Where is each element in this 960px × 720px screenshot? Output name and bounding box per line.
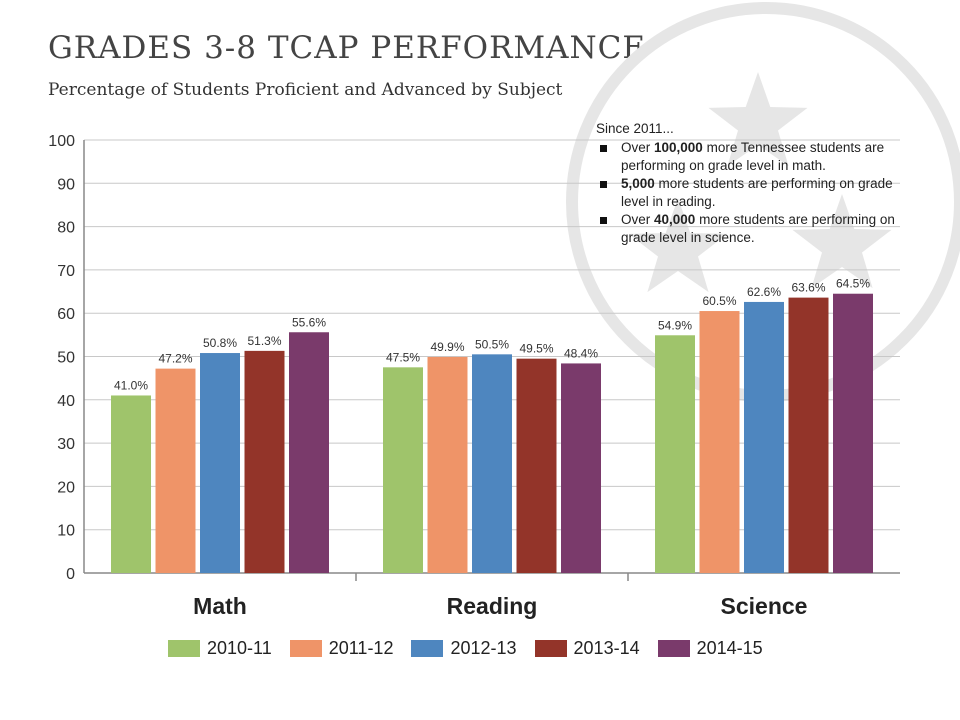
bar-2010-11: [111, 395, 151, 573]
bullet-text-pre: Over: [621, 212, 655, 227]
bar-2014-15: [833, 293, 873, 573]
chart-title: GRADES 3-8 TCAP PERFORMANCE: [48, 30, 647, 66]
legend-swatch: [289, 639, 322, 657]
data-label: 55.6%: [292, 315, 326, 329]
bullet-text-post: more students are performing on grade le…: [621, 176, 893, 209]
bar-2014-15: [561, 363, 601, 573]
bar-2011-12: [427, 356, 468, 573]
y-tick-label: 20: [57, 479, 75, 496]
y-tick-label: 100: [48, 133, 75, 150]
data-label: 49.9%: [430, 340, 464, 354]
legend-item: 2013-14: [534, 637, 640, 659]
legend-label: 2013-14: [573, 637, 640, 658]
bar-2013-14: [788, 297, 829, 573]
callout-bullet-text: Over 100,000 more Tennessee students are…: [621, 139, 896, 175]
y-tick-label: 50: [57, 350, 75, 367]
data-label: 63.6%: [791, 281, 825, 295]
callout-intro: Since 2011...: [596, 121, 674, 136]
data-label: 60.5%: [702, 294, 736, 308]
bullet-text-bold: 5,000: [621, 176, 655, 191]
legend-label: 2010-11: [207, 637, 272, 658]
bar-2012-13: [472, 354, 512, 573]
y-tick-label: 30: [57, 436, 75, 453]
callout-bullet: Over 100,000 more Tennessee students are…: [596, 139, 896, 175]
callout-bullet-text: 5,000 more students are performing on gr…: [621, 175, 896, 211]
legend-label: 2012-13: [450, 637, 517, 658]
bullet-text-bold: 100,000: [654, 140, 703, 155]
bullet-text-bold: 40,000: [654, 212, 696, 227]
callout-bullet-text: Over 40,000 more students are performing…: [621, 211, 896, 247]
legend-swatch: [411, 639, 444, 657]
y-tick-label: 70: [57, 263, 75, 280]
legend-item: 2014-15: [657, 637, 763, 659]
category-label: Science: [721, 593, 808, 619]
data-label: 64.5%: [836, 277, 870, 291]
data-label: 50.5%: [475, 337, 509, 351]
data-label: 62.6%: [747, 285, 781, 299]
y-tick-label: 80: [57, 220, 75, 237]
legend-swatch: [534, 639, 567, 657]
bar-2011-12: [155, 368, 196, 573]
bullet-square-icon: [600, 181, 607, 188]
chart-subtitle: Percentage of Students Proficient and Ad…: [48, 80, 563, 100]
bar-2010-11: [383, 367, 423, 573]
legend-item: 2011-12: [289, 637, 394, 659]
y-tick-label: 40: [57, 393, 75, 410]
category-label: Reading: [447, 593, 538, 619]
bar-2014-15: [289, 332, 329, 573]
y-tick-label: 10: [57, 523, 75, 540]
data-label: 51.3%: [247, 334, 281, 348]
legend-item: 2012-13: [411, 637, 517, 659]
data-label: 54.9%: [658, 318, 692, 332]
data-label: 41.0%: [114, 378, 148, 392]
bullet-square-icon: [600, 217, 607, 224]
bar-2012-13: [744, 301, 784, 573]
legend-swatch: [657, 639, 690, 657]
emblem-star-icon: [792, 194, 892, 289]
bar-2010-11: [655, 335, 695, 573]
bullet-square-icon: [600, 145, 607, 152]
legend-item: 2010-11: [168, 638, 272, 659]
legend-label: 2011-12: [328, 637, 394, 658]
legend-label: 2014-15: [696, 637, 763, 658]
bullet-text-post: more Tennessee students are performing o…: [621, 140, 885, 173]
legend-swatch: [168, 639, 200, 657]
callout-bullet: Over 40,000 more students are performing…: [596, 211, 896, 247]
callout-bullet: 5,000 more students are performing on gr…: [596, 175, 896, 211]
data-label: 47.5%: [386, 350, 420, 364]
category-label: Math: [193, 593, 247, 619]
bar-2013-14: [244, 350, 285, 573]
bullet-text-pre: Over: [621, 140, 655, 155]
y-tick-label: 0: [66, 566, 75, 583]
emblem-star-icon: [708, 72, 808, 167]
bar-2012-13: [200, 353, 240, 573]
data-label: 48.4%: [564, 346, 598, 360]
bar-2013-14: [516, 358, 557, 573]
callout-box: Since 2011... Over 100,000 more Tennesse…: [596, 120, 896, 247]
y-tick-label: 90: [57, 176, 75, 193]
data-label: 49.5%: [519, 342, 553, 356]
emblem-star-icon: [628, 198, 728, 293]
data-label: 50.8%: [203, 336, 237, 350]
data-label: 47.2%: [158, 352, 192, 366]
chart-legend: 2010-11 2011-12 2012-13 2013-14 2014-15: [168, 634, 781, 662]
y-tick-label: 60: [57, 306, 75, 323]
bullet-text-post: more students are performing on grade le…: [621, 212, 895, 245]
bar-2011-12: [699, 311, 740, 573]
